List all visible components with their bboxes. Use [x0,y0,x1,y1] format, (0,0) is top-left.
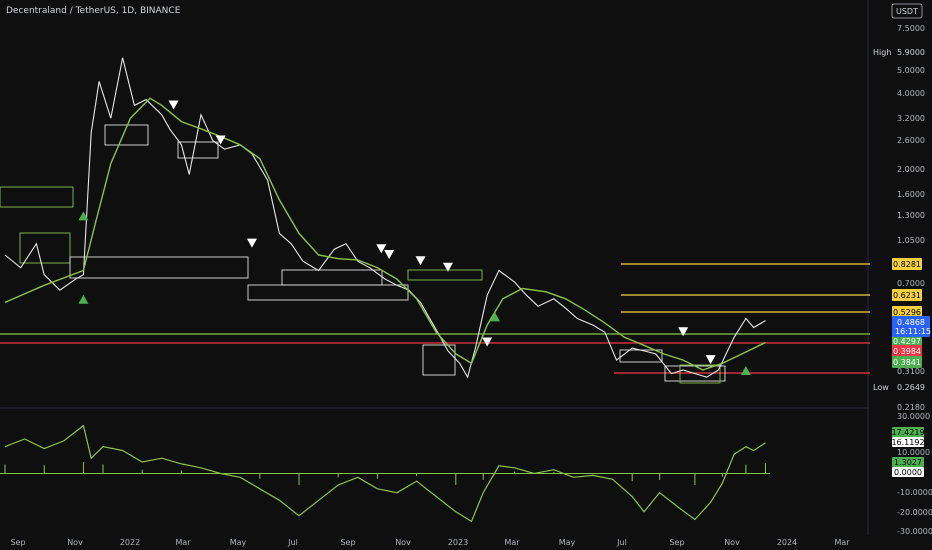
zone-box [422,344,456,376]
zone-box [104,124,149,146]
price-tick-label: 5.0000 [897,66,925,75]
sell-signal-marker [415,256,426,266]
indicator-value-tag [892,457,924,467]
time-axis-label: 2022 [120,538,140,547]
level-value-tag [892,258,922,270]
buy-signal-marker [740,366,751,376]
zone-box [281,269,383,286]
price-tick-label: 0.2180 [897,403,925,412]
buy-signal-marker [78,294,89,304]
level-value-tag [892,345,922,357]
buy-signal-marker [490,312,500,322]
price-tick-label: 3.2000 [897,114,925,123]
time-axis-label: 2024 [777,538,797,547]
price-tick-label: 0.7000 [897,279,925,288]
time-axis-label: Mar [834,538,850,547]
time-axis-label: Nov [67,538,83,547]
indicator-tick-label: -10.0000 [897,488,932,497]
sell-signal-marker [482,337,493,347]
indicator-value-label: 17.4219 [891,428,924,437]
currency-button[interactable] [891,3,923,19]
sell-signal-marker [168,100,179,110]
moving-average-line [4,97,766,371]
price-tick-label: 2.0000 [897,165,925,174]
price-tick-label: 2.6000 [897,136,925,145]
indicator-tick-label: 10.0000 [897,448,930,457]
sell-signal-marker [678,327,689,337]
zone-box [177,141,219,159]
price-tick-label: 4.0000 [897,89,925,98]
time-axis-label: Mar [504,538,520,547]
indicator-value-label: 16.1192 [891,438,924,447]
level-value-tag [892,356,922,368]
indicator-value-tag [892,427,924,437]
time-axis-label: Nov [395,538,411,547]
zone-box [679,364,721,384]
low-label: Low [873,383,889,392]
level-value-tag [892,335,922,347]
price-tick-label: 7.5000 [897,24,925,33]
chart-title: Decentraland / TetherUS, 1D, BINANCE [6,6,181,16]
level-value-tag [892,306,922,318]
zone-box [19,232,71,264]
low-tag-bg [869,381,929,392]
sell-signal-marker [705,355,716,365]
price-tick-label: 1.3000 [897,211,925,220]
level-value-label: 0.3984 [893,347,921,356]
current-price-countdown: 16:11:15 [895,327,931,336]
current-price-tag [892,316,930,337]
time-axis-label: May [230,538,247,547]
price-tick-label: 1.6000 [897,190,925,199]
zone-box [407,269,483,281]
indicator-tick-label: -20.0000 [897,508,932,517]
sell-signal-marker [246,238,257,248]
level-value-label: 0.3841 [893,358,921,367]
level-value-label: 0.8281 [893,260,921,269]
level-value-label: 0.5296 [893,308,921,317]
indicator-value-tag [892,467,924,477]
time-axis-label: Jul [616,538,627,547]
sell-signal-marker [384,250,395,260]
oscillator-line [4,424,766,523]
indicator-value-label: 1.3027 [894,458,922,467]
sell-signal-marker [215,135,226,145]
time-axis-label: 2023 [448,538,468,547]
indicator-tick-label: -30.0000 [897,527,932,536]
zone-box [69,256,249,279]
price-tick-label: 1.0500 [897,236,925,245]
level-value-label: 0.6231 [893,291,921,300]
time-axis-label: Nov [724,538,740,547]
currency-button-label[interactable]: USDT [896,7,918,16]
current-price-value: 0.4868 [897,318,925,327]
indicator-tick-label: 30.0000 [897,412,930,421]
high-label: High [873,48,891,57]
time-axis-label: Sep [340,538,355,547]
indicator-value-tag [892,437,924,447]
time-axis-label: Jul [287,538,298,547]
buy-signal-marker [78,211,89,221]
sell-signal-marker [442,262,453,272]
time-axis-label: Mar [175,538,191,547]
time-axis-label: Sep [669,538,684,547]
zone-box [0,186,74,208]
price-series-line [4,57,766,379]
low-value: 0.2649 [897,383,925,392]
high-tag-bg [869,46,929,57]
time-axis-label: Sep [10,538,25,547]
indicator-value-label: 0.0000 [894,468,922,477]
sell-signal-marker [376,244,387,254]
level-value-tag [892,289,922,301]
time-axis-label: May [559,538,576,547]
high-value: 5.9000 [897,48,925,57]
level-value-label: 0.4297 [893,337,921,346]
price-tick-label: 0.3100 [897,367,925,376]
